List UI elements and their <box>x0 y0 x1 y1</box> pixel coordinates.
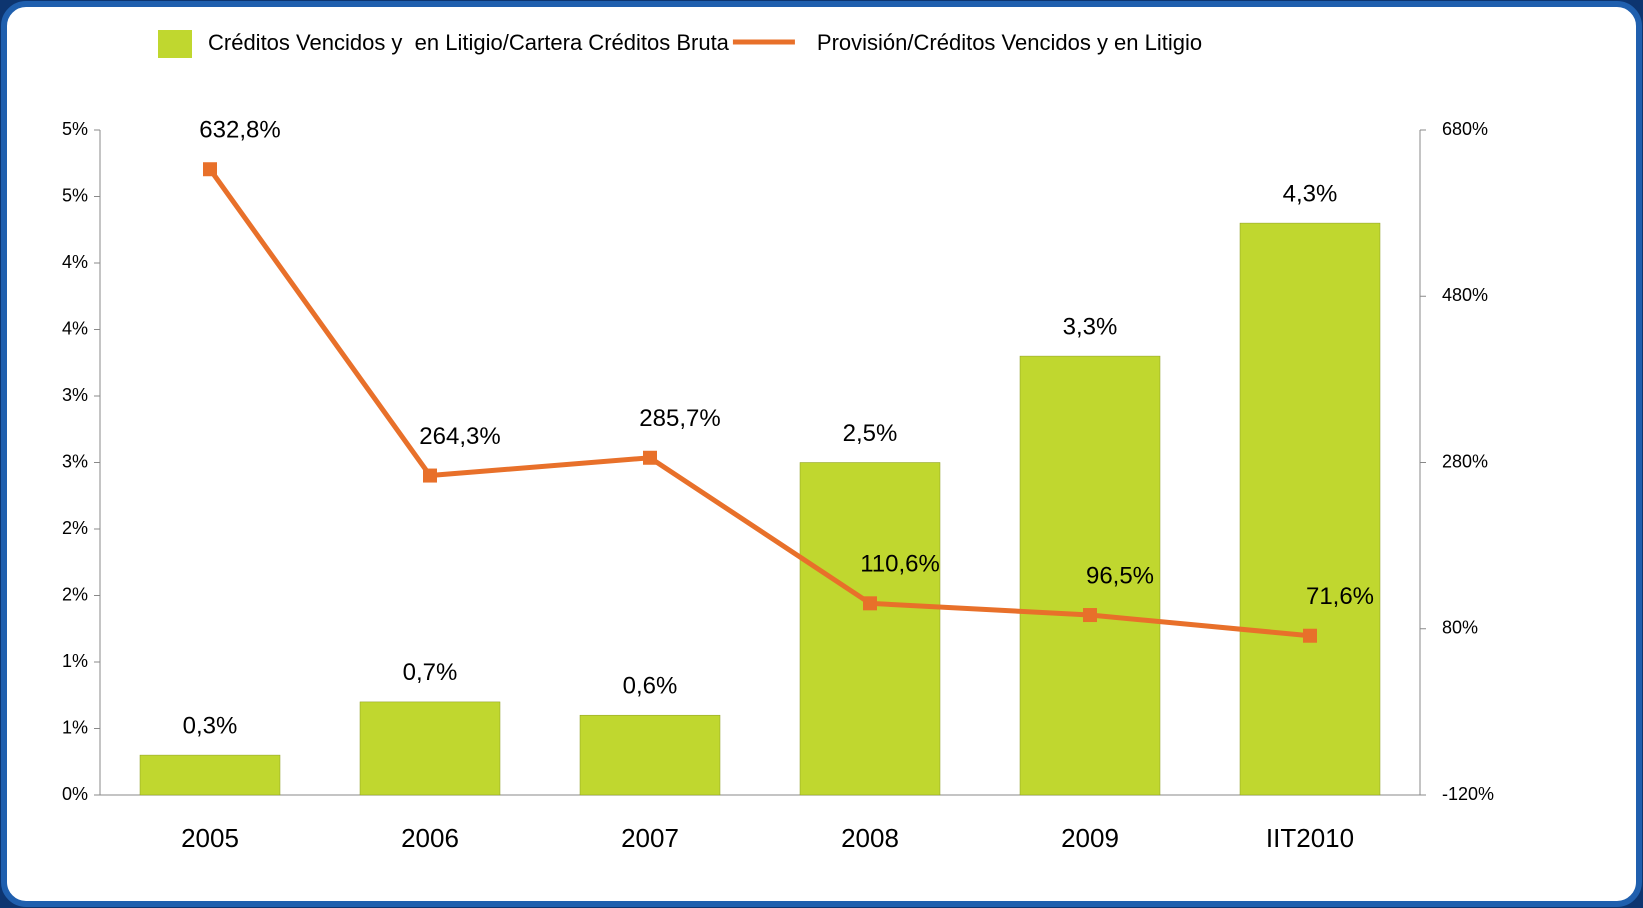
legend-swatch <box>158 30 192 58</box>
y-tick-label: 2% <box>62 518 88 538</box>
y-tick-label: 1% <box>62 717 88 737</box>
bar <box>1019 355 1161 796</box>
data-label: 4,3% <box>1283 180 1338 207</box>
data-label: 0,7% <box>403 659 458 686</box>
y-tick-label: 3% <box>62 451 88 471</box>
y2-tick-label: 80% <box>1442 618 1478 638</box>
line-marker <box>1303 628 1317 643</box>
y-tick-label: 2% <box>62 584 88 604</box>
data-label: 0,3% <box>183 712 238 739</box>
data-label: 264,3% <box>419 423 500 450</box>
legend-label: Provisión/Créditos Vencidos y en Litigio <box>817 30 1202 55</box>
x-tick-label: 2005 <box>181 823 239 853</box>
data-label: 96,5% <box>1086 562 1154 589</box>
y-tick-label: 5% <box>62 119 88 139</box>
bar <box>799 462 941 796</box>
x-tick-label: 2008 <box>841 823 899 853</box>
line-marker <box>1083 608 1097 623</box>
y-tick-label: 1% <box>62 651 88 671</box>
y-tick-label: 5% <box>62 185 88 205</box>
y2-tick-label: 480% <box>1442 285 1488 305</box>
y2-tick-label: -120% <box>1442 784 1494 804</box>
x-tick-label: 2007 <box>621 823 679 853</box>
line-marker <box>203 162 217 177</box>
line-marker <box>643 450 657 465</box>
data-label: 0,6% <box>623 673 678 700</box>
data-label: 632,8% <box>199 117 280 144</box>
line-marker <box>423 468 437 483</box>
data-label: 285,7% <box>639 405 720 432</box>
bar <box>139 754 281 796</box>
x-tick-label: IIT2010 <box>1266 823 1354 853</box>
bar <box>579 714 721 796</box>
y-tick-label: 4% <box>62 318 88 338</box>
bar <box>1239 222 1381 796</box>
bar <box>359 701 501 796</box>
y-tick-label: 4% <box>62 252 88 272</box>
legend-label: Créditos Vencidos y en Litigio/Cartera C… <box>208 30 730 55</box>
data-label: 2,5% <box>843 420 898 447</box>
y2-tick-label: 680% <box>1442 119 1488 139</box>
x-tick-label: 2006 <box>401 823 459 853</box>
line <box>207 167 1311 639</box>
y-tick-label: 0% <box>62 784 88 804</box>
y-tick-label: 3% <box>62 385 88 405</box>
x-tick-label: 2009 <box>1061 823 1119 853</box>
data-label: 110,6% <box>860 551 940 578</box>
y2-tick-label: 280% <box>1442 451 1488 471</box>
data-label: 3,3% <box>1063 313 1118 340</box>
line-marker <box>863 596 877 611</box>
data-label: 71,6% <box>1306 583 1374 610</box>
